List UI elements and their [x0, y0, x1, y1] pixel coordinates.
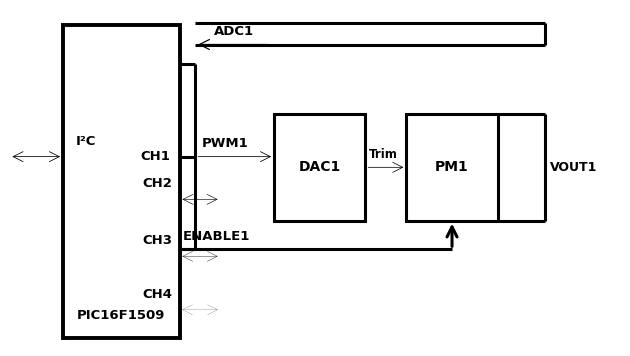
Text: PM1: PM1: [435, 160, 469, 174]
Text: PWM1: PWM1: [202, 137, 248, 150]
Text: ADC1: ADC1: [214, 25, 255, 38]
Bar: [63, 25, 180, 338]
Text: ENABLE1: ENABLE1: [183, 230, 250, 243]
Text: CH2: CH2: [142, 177, 172, 190]
Text: Trim: Trim: [369, 148, 398, 161]
Text: DAC1: DAC1: [299, 160, 341, 174]
Text: CH1: CH1: [140, 150, 170, 163]
Bar: [406, 114, 498, 221]
Text: CH3: CH3: [142, 234, 172, 247]
Text: PIC16F1509: PIC16F1509: [77, 309, 166, 322]
Text: VOUT1: VOUT1: [550, 161, 597, 174]
Bar: [274, 114, 365, 221]
Text: I²C: I²C: [76, 135, 96, 148]
Text: CH4: CH4: [142, 288, 172, 301]
